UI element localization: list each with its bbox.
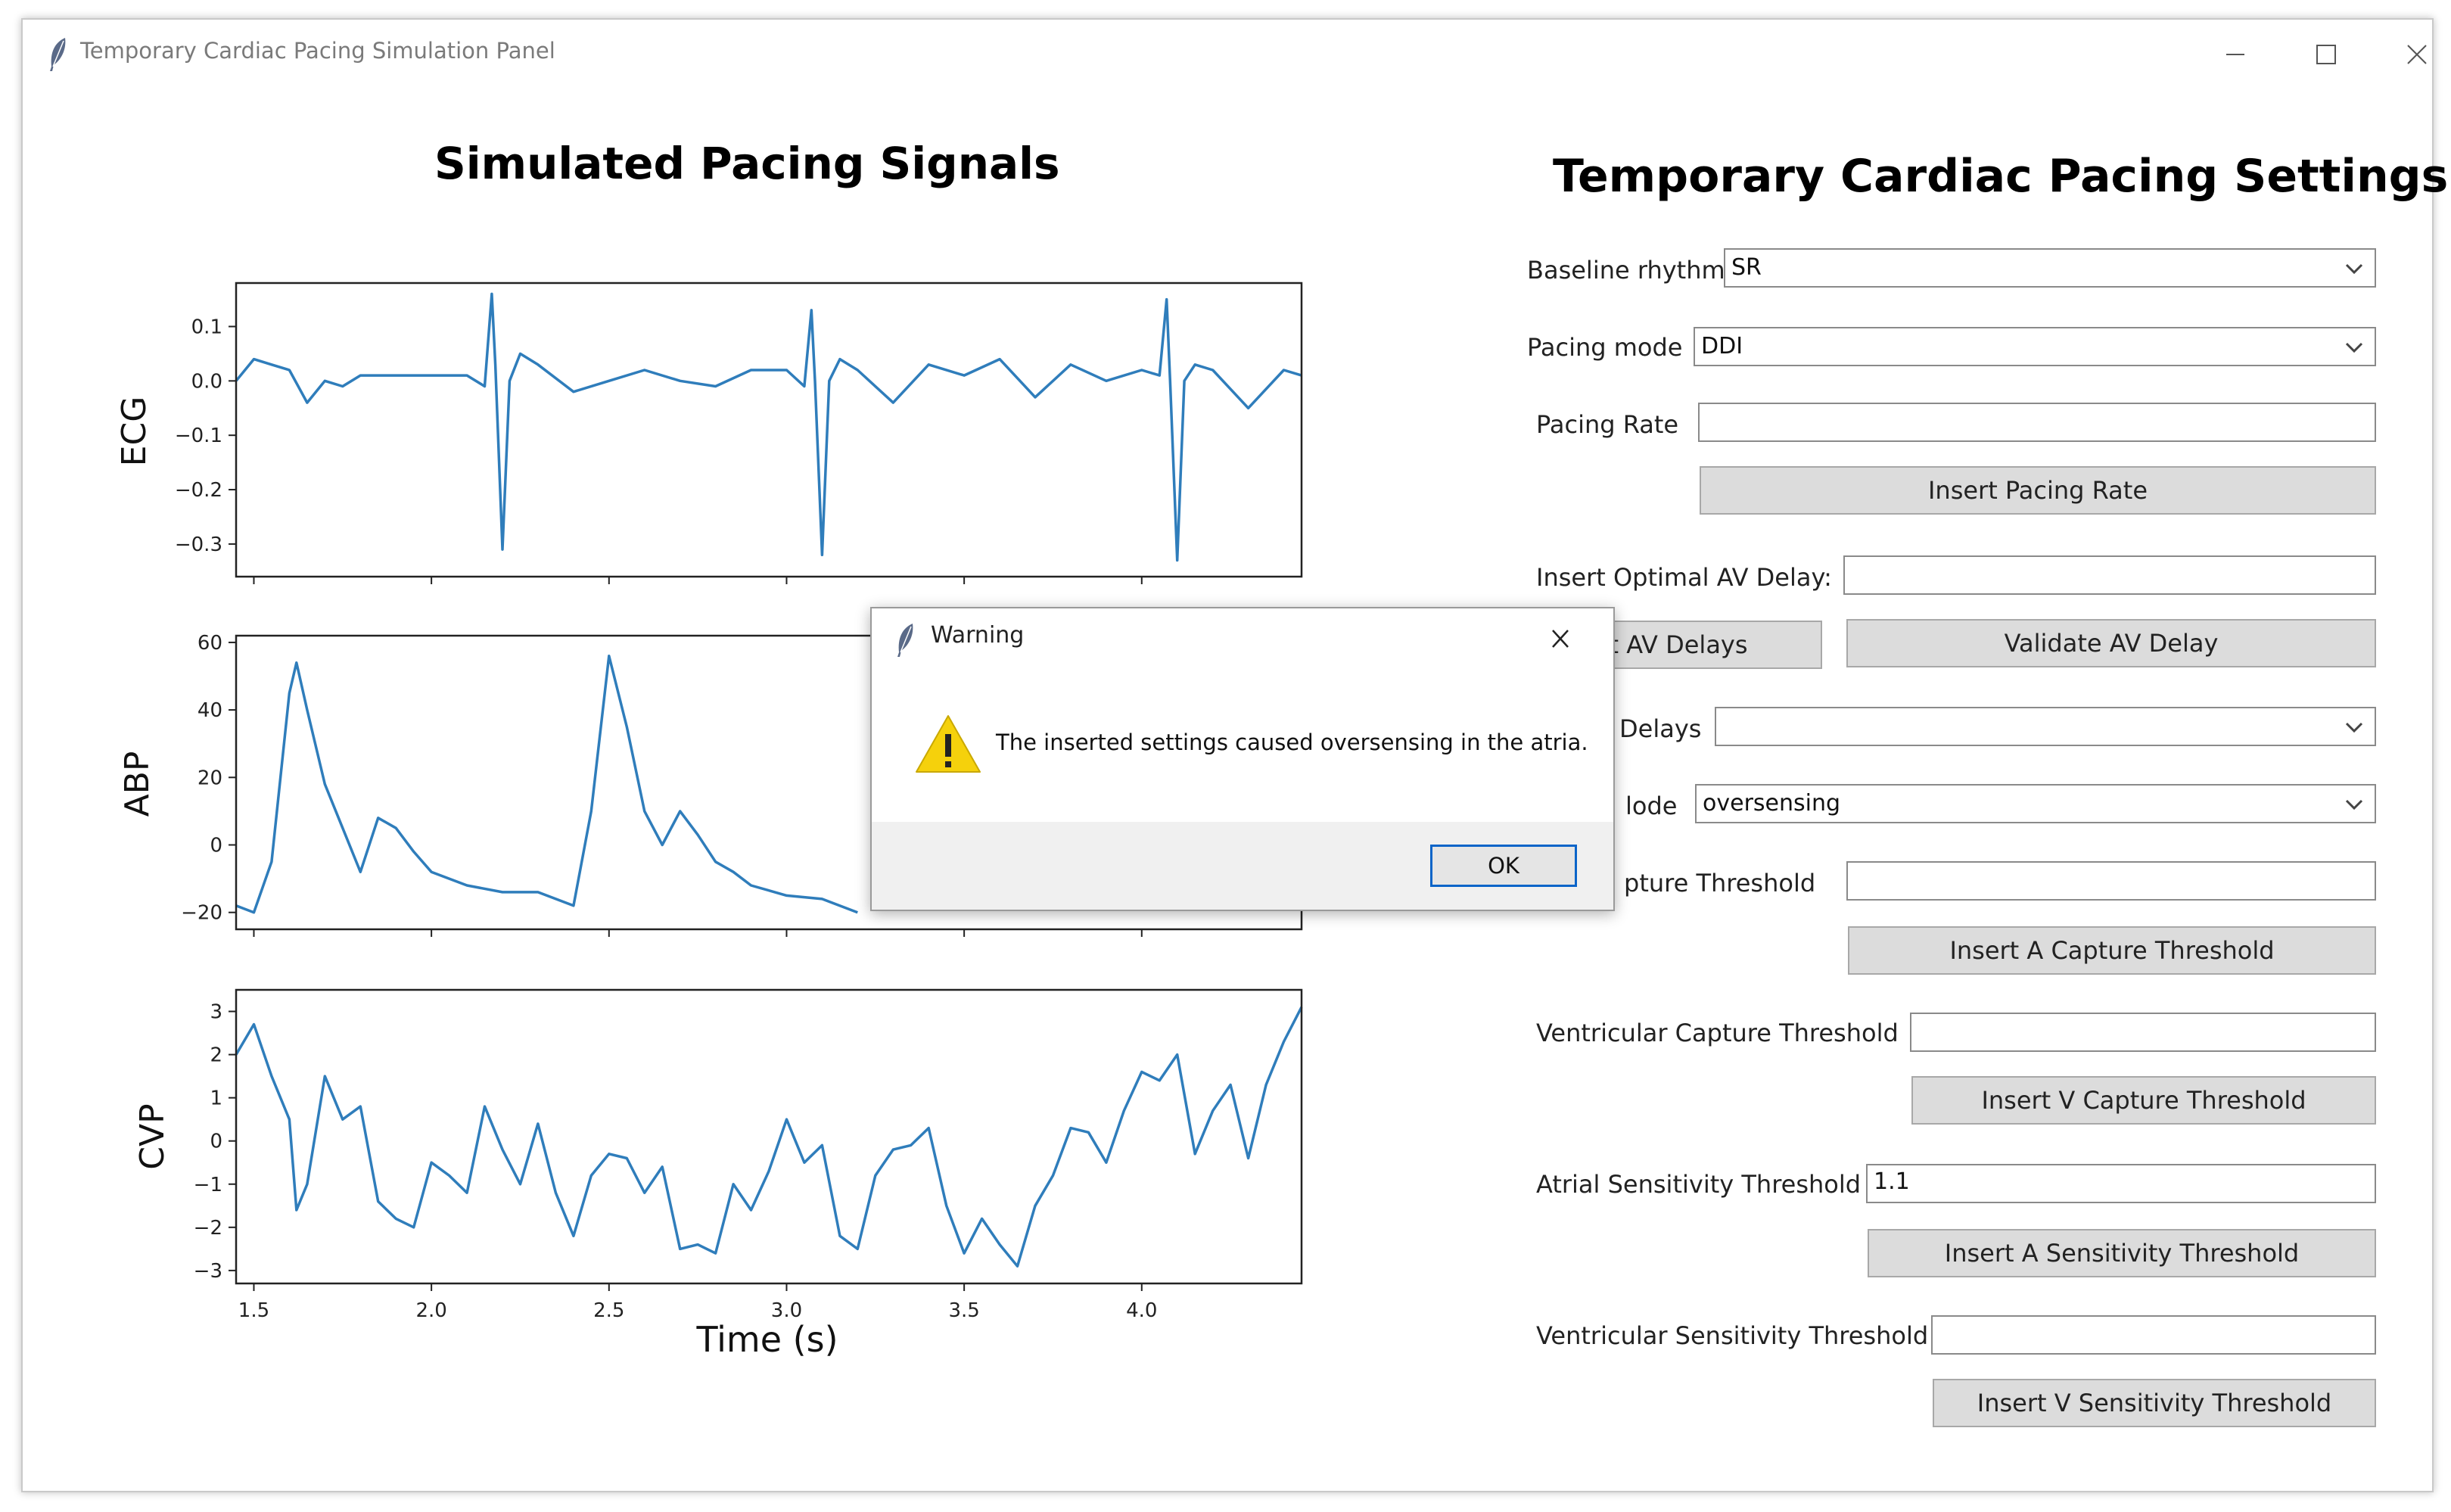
signal-line-cvp xyxy=(235,1006,1303,1268)
insert-a-sensitivity-threshold-button[interactable]: Insert A Sensitivity Threshold xyxy=(1868,1229,2376,1277)
x-tick-label: 4.0 xyxy=(1126,1299,1157,1322)
title-bar: Temporary Cardiac Pacing Simulation Pane… xyxy=(23,20,2432,88)
y-tick-label: 1 xyxy=(210,1087,222,1110)
warning-icon xyxy=(916,715,981,773)
delays-select[interactable] xyxy=(1715,707,2376,746)
y-tick-label: 2 xyxy=(210,1044,222,1067)
a-sensitivity-threshold-input[interactable]: 1.1 xyxy=(1866,1164,2376,1203)
y-tick-label: 0 xyxy=(210,835,222,857)
y-tick-label: −2 xyxy=(194,1217,222,1240)
y-tick-label: −0.3 xyxy=(175,534,222,556)
a-capture-threshold-label: pture Threshold xyxy=(1624,869,1816,898)
close-icon[interactable] xyxy=(1538,621,1583,658)
baseline-rhythm-value: SR xyxy=(1731,254,1762,281)
v-sensitivity-threshold-label: Ventricular Sensitivity Threshold xyxy=(1536,1321,1929,1350)
pacing-rate-label: Pacing Rate xyxy=(1536,410,1679,439)
x-tick-label: 1.5 xyxy=(238,1299,269,1322)
x-tick-label: 2.5 xyxy=(593,1299,624,1322)
chevron-down-icon xyxy=(2345,799,2363,810)
mode-select[interactable]: oversensing xyxy=(1695,784,2376,823)
y-tick-label: 3 xyxy=(210,1001,222,1024)
signal-plots: 0.1 0.0 −0.1 −0.2 −0.3 ECG 60 40 20 0 −20 ABP 3 2 1 0 −1… xyxy=(115,282,1303,1360)
warning-dialog: Warning The inserted settings caused ove… xyxy=(870,607,1615,911)
dialog-message: The inserted settings caused oversensing… xyxy=(996,730,1588,755)
settings-title: Temporary Cardiac Pacing Settings xyxy=(1553,150,2449,203)
x-tick-label: 2.0 xyxy=(415,1299,446,1322)
chevron-down-icon xyxy=(2345,722,2363,733)
dialog-body: Warning The inserted settings caused ove… xyxy=(872,608,1613,822)
plot-frame xyxy=(235,988,1303,1285)
plots-title: Simulated Pacing Signals xyxy=(434,138,1060,189)
insert-v-sensitivity-threshold-button[interactable]: Insert V Sensitivity Threshold xyxy=(1933,1379,2376,1427)
insert-a-capture-threshold-button[interactable]: Insert A Capture Threshold xyxy=(1848,926,2376,975)
pacing-mode-label: Pacing mode xyxy=(1527,333,1683,362)
x-tick-label: 3.0 xyxy=(771,1299,802,1322)
y-tick-label: 0.0 xyxy=(191,370,222,393)
y-tick-label: 60 xyxy=(198,632,222,655)
dialog-title: Warning xyxy=(931,622,1025,649)
y-axis-label: CVP xyxy=(133,1103,172,1169)
insert-pacing-rate-button[interactable]: Insert Pacing Rate xyxy=(1700,466,2376,515)
dialog-footer: OK xyxy=(872,822,1613,910)
y-tick-label: 0 xyxy=(210,1131,222,1153)
minimize-icon[interactable] xyxy=(2199,30,2272,79)
x-tick-label: 3.5 xyxy=(948,1299,979,1322)
a-capture-threshold-input[interactable] xyxy=(1846,861,2376,901)
baseline-rhythm-select[interactable]: SR xyxy=(1724,248,2376,288)
y-axis-label: ABP xyxy=(118,751,157,817)
y-tick-label: −0.1 xyxy=(175,425,222,447)
y-tick-label: −0.2 xyxy=(175,479,222,502)
insert-v-capture-threshold-button[interactable]: Insert V Capture Threshold xyxy=(1911,1076,2376,1125)
chevron-down-icon xyxy=(2345,263,2363,275)
v-sensitivity-threshold-input[interactable] xyxy=(1931,1315,2376,1355)
ok-button[interactable]: OK xyxy=(1430,845,1577,887)
y-tick-label: −1 xyxy=(194,1174,222,1196)
v-capture-threshold-input[interactable] xyxy=(1910,1013,2376,1052)
validate-av-delay-button[interactable]: Validate AV Delay xyxy=(1846,619,2376,667)
mode-value: oversensing xyxy=(1703,790,1841,817)
av-delay-label: Insert Optimal AV Delay: xyxy=(1536,563,1832,592)
delays-label: Delays xyxy=(1619,714,1702,743)
baseline-rhythm-label: Baseline rhythm xyxy=(1527,256,1725,285)
chevron-down-icon xyxy=(2345,342,2363,353)
y-tick-label: −3 xyxy=(194,1260,222,1283)
y-axis-label: ECG xyxy=(115,397,154,467)
feather-icon xyxy=(50,38,66,71)
close-icon[interactable] xyxy=(2381,30,2451,79)
plot-frame xyxy=(235,282,1303,578)
pacing-rate-input[interactable] xyxy=(1698,403,2376,442)
feather-icon xyxy=(897,624,913,657)
pacing-mode-select[interactable]: DDI xyxy=(1694,327,2376,366)
y-tick-label: 40 xyxy=(198,699,222,722)
a-sensitivity-threshold-label: Atrial Sensitivity Threshold xyxy=(1536,1170,1862,1199)
y-tick-label: 0.1 xyxy=(191,316,222,338)
signal-line-abp xyxy=(235,655,858,914)
maximize-icon[interactable] xyxy=(2290,30,2362,79)
signal-line-ecg xyxy=(235,292,1302,562)
y-tick-label: −20 xyxy=(181,902,222,925)
y-tick-label: 20 xyxy=(198,767,222,789)
mode-label: lode xyxy=(1625,792,1678,820)
x-axis-label: Time (s) xyxy=(695,1319,838,1360)
pacing-mode-value: DDI xyxy=(1701,333,1743,359)
av-delay-input[interactable] xyxy=(1843,555,2376,595)
window-title: Temporary Cardiac Pacing Simulation Pane… xyxy=(80,38,555,64)
list-av-delays-button[interactable]: t AV Delays xyxy=(1535,621,1822,669)
v-capture-threshold-label: Ventricular Capture Threshold xyxy=(1536,1019,1899,1047)
